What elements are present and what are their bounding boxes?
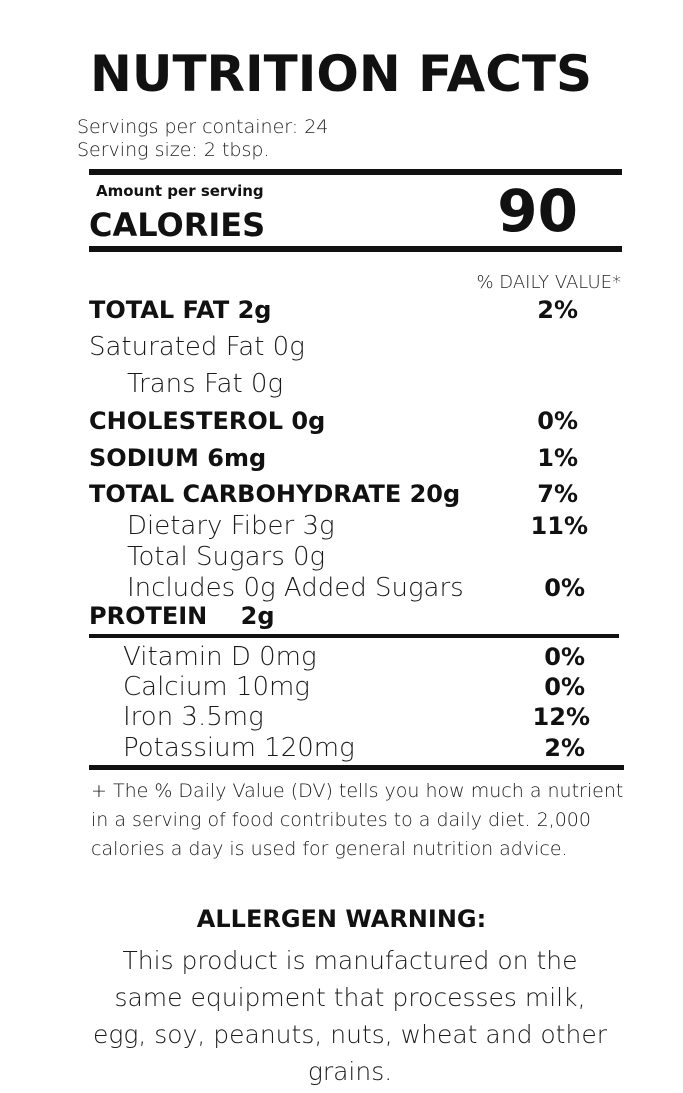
daily-value-footnote: + The % Daily Value (DV) tells you how m… (91, 780, 624, 860)
dv-iron: 12% (532, 703, 590, 731)
label-title: NUTRITION FACTS (90, 45, 593, 103)
nutrient-total-carbohydrate: TOTAL CARBOHYDRATE 20g (89, 480, 461, 508)
calories-label: CALORIES (89, 206, 266, 244)
top-thick-rule (89, 169, 622, 175)
nutrient-saturated-fat: Saturated Fat 0g (89, 332, 305, 362)
protein-rule (89, 634, 619, 638)
calories-rule (89, 246, 622, 252)
amount-per-serving: Amount per serving (96, 182, 264, 200)
potassium: Potassium 120mg (123, 733, 355, 763)
nutrient-protein: PROTEIN 2g (89, 602, 275, 630)
nutrient-dietary-fiber: Dietary Fiber 3g (127, 511, 335, 541)
dv-total-carbohydrate: 7% (537, 480, 578, 508)
dv-potassium: 2% (544, 734, 585, 762)
dv-cholesterol: 0% (537, 407, 578, 435)
dv-total-fat: 2% (537, 296, 578, 324)
iron: Iron 3.5mg (123, 702, 264, 732)
servings-per-container: Servings per container: 24 (77, 116, 329, 138)
dv-sodium: 1% (537, 444, 578, 472)
nutrient-total-fat: TOTAL FAT 2g (89, 296, 272, 324)
allergen-heading: ALLERGEN WARNING: (196, 905, 487, 933)
nutrient-total-sugars: Total Sugars 0g (127, 542, 326, 572)
nutrient-added-sugars: Includes 0g Added Sugars (127, 573, 464, 603)
daily-value-header: % DAILY VALUE* (476, 272, 621, 293)
serving-size: Serving size: 2 tbsp. (77, 139, 270, 161)
bottom-rule (89, 765, 624, 770)
dv-dietary-fiber: 11% (530, 512, 588, 540)
calcium: Calcium 10mg (123, 672, 310, 702)
allergen-text: This product is manufactured on the same… (92, 946, 607, 1086)
dv-vitamin-d: 0% (544, 643, 585, 671)
vitamin-d: Vitamin D 0mg (123, 642, 317, 672)
nutrient-cholesterol: CHOLESTEROL 0g (89, 407, 326, 435)
nutrient-trans-fat: Trans Fat 0g (127, 369, 284, 399)
dv-added-sugars: 0% (544, 574, 585, 602)
calories-value: 90 (497, 177, 578, 245)
nutrient-sodium: SODIUM 6mg (89, 444, 267, 472)
dv-calcium: 0% (544, 673, 585, 701)
